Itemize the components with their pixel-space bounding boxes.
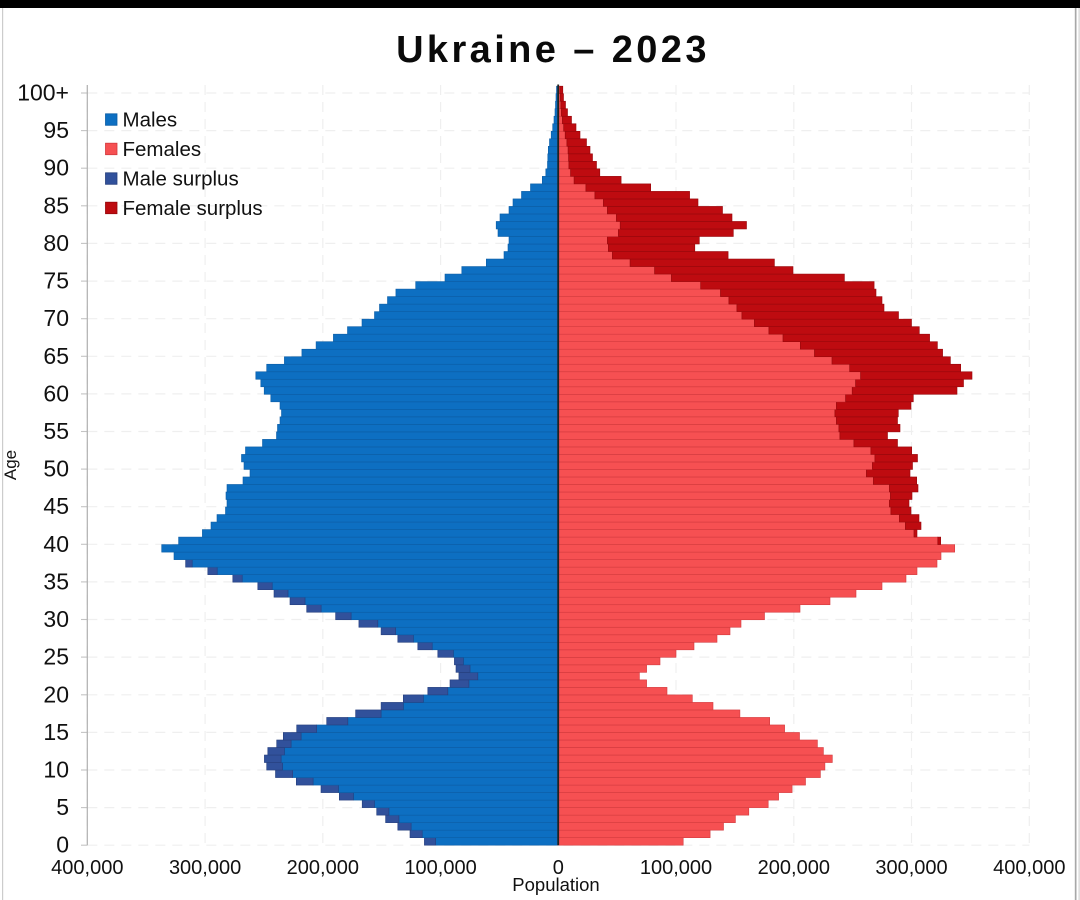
svg-text:25: 25	[43, 644, 69, 670]
svg-text:Males: Males	[123, 109, 178, 132]
svg-text:30: 30	[43, 606, 69, 632]
svg-text:65: 65	[43, 343, 69, 369]
svg-text:0: 0	[56, 832, 69, 858]
svg-text:50: 50	[43, 456, 69, 482]
svg-text:90: 90	[43, 155, 69, 181]
svg-text:35: 35	[43, 568, 69, 594]
svg-text:Ukraine – 2023: Ukraine – 2023	[396, 29, 710, 71]
svg-text:15: 15	[43, 719, 69, 745]
svg-text:300,000: 300,000	[169, 857, 241, 879]
svg-text:100,000: 100,000	[640, 857, 712, 879]
svg-text:100,000: 100,000	[404, 857, 476, 879]
svg-text:20: 20	[43, 681, 69, 707]
svg-text:400,000: 400,000	[993, 857, 1065, 879]
svg-text:70: 70	[43, 305, 69, 331]
svg-text:45: 45	[43, 493, 69, 519]
svg-text:400,000: 400,000	[51, 857, 123, 879]
svg-text:5: 5	[56, 794, 69, 820]
svg-text:60: 60	[43, 380, 69, 406]
svg-text:200,000: 200,000	[287, 857, 359, 879]
svg-text:300,000: 300,000	[875, 857, 947, 879]
svg-text:85: 85	[43, 192, 69, 218]
svg-text:Male surplus: Male surplus	[123, 168, 239, 191]
svg-text:75: 75	[43, 268, 69, 294]
svg-text:95: 95	[43, 117, 69, 143]
svg-text:Females: Females	[123, 138, 202, 161]
svg-text:80: 80	[43, 230, 69, 256]
svg-text:40: 40	[43, 531, 69, 557]
svg-text:Female surplus: Female surplus	[123, 197, 263, 220]
svg-text:10: 10	[43, 757, 69, 783]
svg-text:Age: Age	[1, 450, 20, 480]
svg-text:55: 55	[43, 418, 69, 444]
svg-text:Population: Population	[512, 874, 599, 895]
svg-text:200,000: 200,000	[758, 857, 830, 879]
svg-text:100+: 100+	[17, 80, 69, 106]
svg-text:0: 0	[553, 857, 564, 879]
